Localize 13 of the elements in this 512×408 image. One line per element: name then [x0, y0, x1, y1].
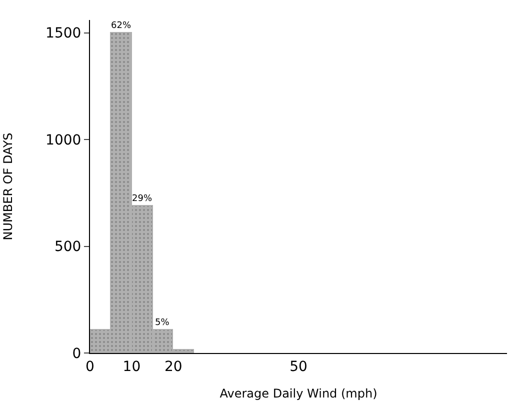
x-tick-label: 50: [290, 358, 308, 375]
y-tick-label: 500: [54, 239, 82, 256]
annotation: 62%: [111, 21, 132, 31]
x-tick-label: 20: [164, 358, 182, 375]
x-axis-title: Average Daily Wind (mph): [220, 386, 378, 401]
y-tick-label: 1500: [46, 26, 82, 42]
annotation: 5%: [155, 318, 170, 328]
y-tick-label: 1000: [46, 132, 82, 148]
y-axis-title: NUMBER OF DAYS: [0, 132, 15, 240]
annotation: 29%: [132, 194, 152, 204]
x-tick-label: 10: [122, 358, 141, 375]
x-tick-label: 0: [86, 358, 94, 375]
y-tick-label: 0: [72, 346, 82, 362]
